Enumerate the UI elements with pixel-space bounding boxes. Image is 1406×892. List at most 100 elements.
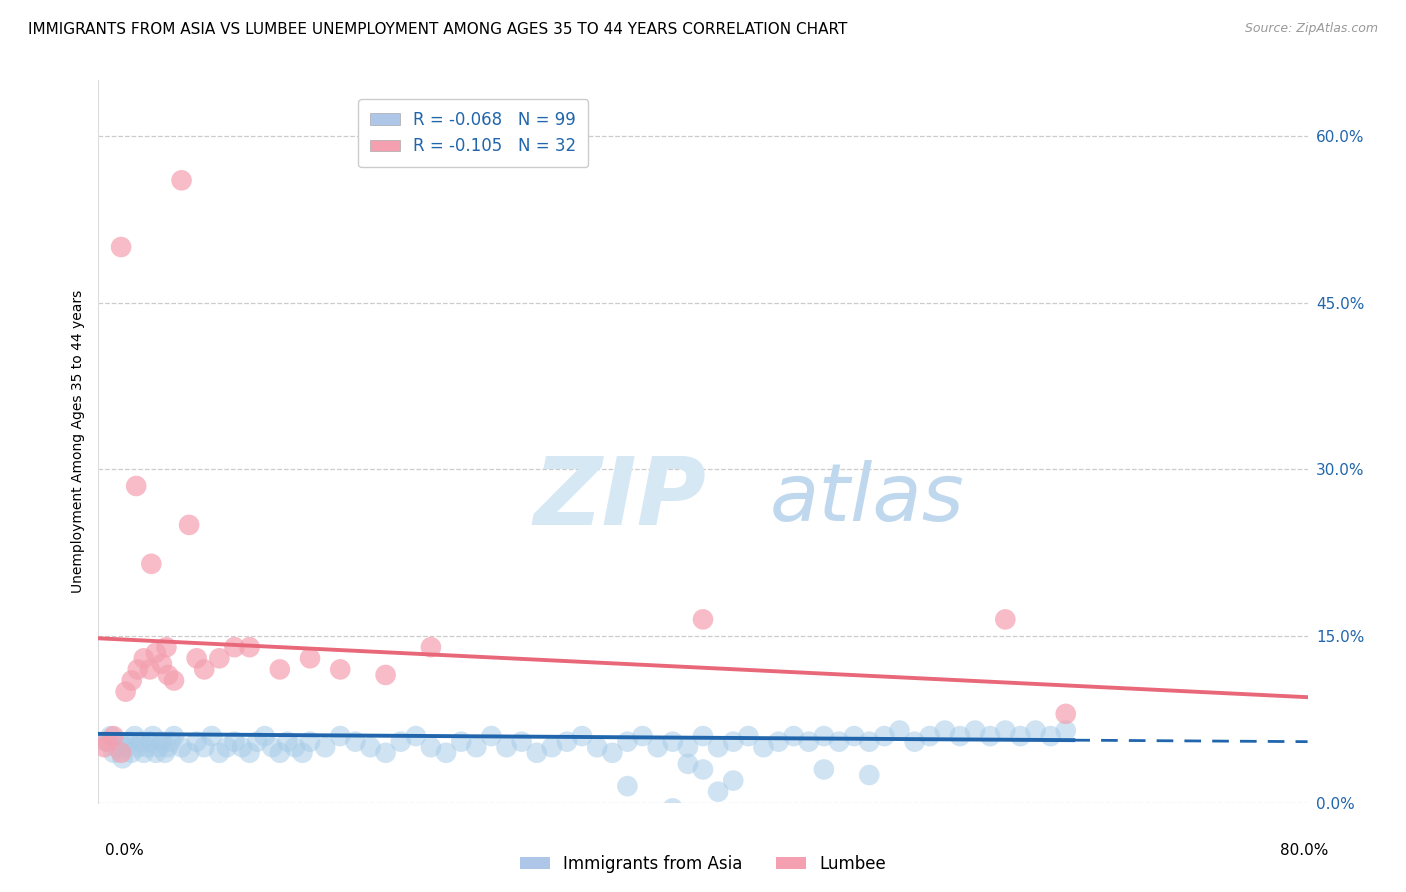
- Point: [125, 479, 148, 493]
- Point: [661, 801, 683, 815]
- Point: [1039, 729, 1062, 743]
- Point: [889, 723, 911, 738]
- Point: [647, 740, 669, 755]
- Legend: R = -0.068   N = 99, R = -0.105   N = 32: R = -0.068 N = 99, R = -0.105 N = 32: [359, 99, 588, 167]
- Point: [495, 740, 517, 755]
- Point: [873, 729, 896, 743]
- Point: [239, 746, 262, 760]
- Point: [586, 740, 609, 755]
- Point: [797, 734, 820, 748]
- Point: [127, 740, 149, 755]
- Point: [555, 734, 578, 748]
- Point: [108, 734, 131, 748]
- Point: [329, 662, 352, 676]
- Point: [186, 734, 208, 748]
- Point: [723, 734, 745, 748]
- Point: [186, 651, 208, 665]
- Point: [148, 740, 170, 755]
- Point: [994, 612, 1017, 626]
- Point: [276, 734, 298, 748]
- Point: [155, 640, 177, 655]
- Point: [465, 740, 488, 755]
- Point: [737, 729, 759, 743]
- Text: ZIP: ZIP: [534, 453, 707, 545]
- Point: [160, 734, 183, 748]
- Point: [374, 668, 396, 682]
- Point: [156, 668, 179, 682]
- Point: [150, 657, 173, 671]
- Point: [103, 746, 125, 760]
- Point: [434, 746, 457, 760]
- Point: [616, 734, 638, 748]
- Point: [269, 662, 291, 676]
- Point: [631, 729, 654, 743]
- Point: [142, 729, 165, 743]
- Point: [127, 662, 149, 676]
- Point: [828, 734, 851, 748]
- Point: [193, 740, 215, 755]
- Point: [329, 729, 352, 743]
- Point: [224, 640, 246, 655]
- Point: [571, 729, 593, 743]
- Point: [389, 734, 412, 748]
- Point: [723, 773, 745, 788]
- Point: [526, 746, 548, 760]
- Point: [707, 740, 730, 755]
- Point: [163, 673, 186, 688]
- Point: [121, 746, 143, 760]
- Point: [918, 729, 941, 743]
- Point: [752, 740, 775, 755]
- Point: [93, 740, 115, 755]
- Point: [118, 734, 141, 748]
- Point: [269, 746, 291, 760]
- Point: [246, 734, 269, 748]
- Point: [676, 740, 699, 755]
- Text: 0.0%: 0.0%: [105, 843, 145, 858]
- Point: [179, 746, 201, 760]
- Point: [253, 729, 276, 743]
- Point: [201, 729, 224, 743]
- Point: [344, 734, 367, 748]
- Point: [121, 673, 143, 688]
- Point: [94, 734, 117, 748]
- Point: [124, 729, 146, 743]
- Point: [1054, 706, 1077, 721]
- Point: [139, 662, 162, 676]
- Point: [291, 746, 314, 760]
- Point: [934, 723, 956, 738]
- Point: [141, 557, 163, 571]
- Point: [979, 729, 1001, 743]
- Point: [616, 779, 638, 793]
- Point: [707, 785, 730, 799]
- Point: [208, 651, 231, 665]
- Point: [768, 734, 790, 748]
- Point: [215, 740, 238, 755]
- Point: [224, 734, 246, 748]
- Text: 80.0%: 80.0%: [1281, 843, 1329, 858]
- Point: [114, 740, 136, 755]
- Point: [100, 729, 122, 743]
- Point: [602, 746, 624, 760]
- Point: [676, 756, 699, 771]
- Point: [450, 734, 472, 748]
- Y-axis label: Unemployment Among Ages 35 to 44 years: Unemployment Among Ages 35 to 44 years: [70, 290, 84, 593]
- Point: [858, 768, 880, 782]
- Point: [965, 723, 987, 738]
- Text: IMMIGRANTS FROM ASIA VS LUMBEE UNEMPLOYMENT AMONG AGES 35 TO 44 YEARS CORRELATIO: IMMIGRANTS FROM ASIA VS LUMBEE UNEMPLOYM…: [28, 22, 848, 37]
- Point: [420, 740, 443, 755]
- Point: [239, 640, 262, 655]
- Legend: Immigrants from Asia, Lumbee: Immigrants from Asia, Lumbee: [513, 848, 893, 880]
- Point: [132, 746, 155, 760]
- Point: [314, 740, 336, 755]
- Point: [858, 734, 880, 748]
- Point: [156, 740, 179, 755]
- Point: [96, 734, 118, 748]
- Point: [949, 729, 972, 743]
- Point: [262, 740, 284, 755]
- Text: Source: ZipAtlas.com: Source: ZipAtlas.com: [1244, 22, 1378, 36]
- Point: [420, 640, 443, 655]
- Point: [405, 729, 427, 743]
- Point: [844, 729, 866, 743]
- Point: [111, 751, 134, 765]
- Point: [105, 740, 128, 755]
